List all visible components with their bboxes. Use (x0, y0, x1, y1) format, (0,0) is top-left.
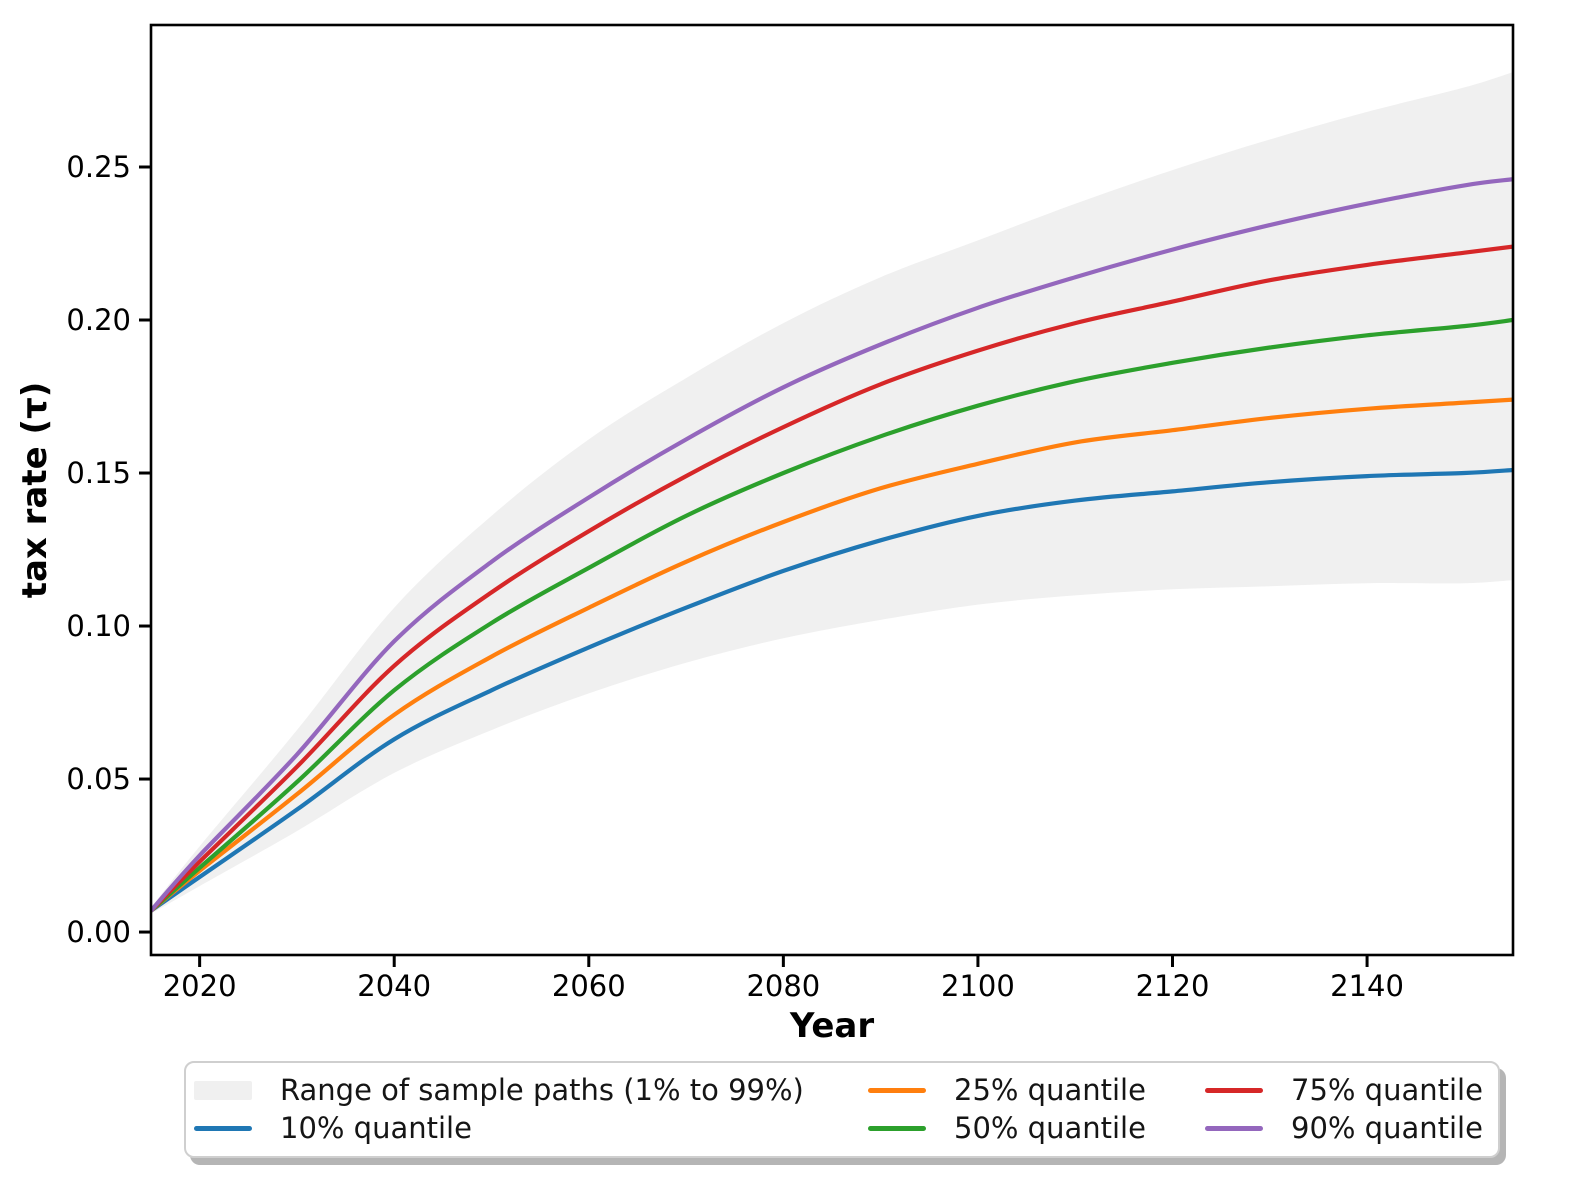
x-axis-tick-label: 2060 (552, 969, 626, 1003)
series-line-50-quantile (151, 317, 1513, 913)
legend-label: 10% quantile (280, 1111, 472, 1146)
legend-item-50-quantile: 50% quantile (868, 1110, 1205, 1149)
line-swatch-icon (1205, 1087, 1263, 1093)
y-axis-tick-label: 0.15 (66, 456, 131, 490)
y-axis-tick-label: 0.00 (66, 915, 131, 949)
plot-border (149, 23, 1515, 957)
y-axis-tick-label: 0.20 (66, 303, 131, 337)
series-line-10-quantile (151, 467, 1513, 913)
legend-label: 75% quantile (1291, 1072, 1483, 1107)
line-swatch-icon (868, 1126, 926, 1132)
legend-label: 25% quantile (954, 1072, 1146, 1107)
series-line-25-quantile (151, 397, 1513, 913)
y-axis-tick-label: 0.25 (66, 150, 131, 184)
line-swatch-icon (868, 1087, 926, 1093)
y-axis-title: tax rate (τ) (15, 382, 55, 599)
x-axis-tick-label: 2020 (163, 969, 237, 1003)
x-axis-tick-label: 2120 (1136, 969, 1210, 1003)
y-axis-tick-label: 0.05 (66, 762, 131, 796)
legend-item-range-of-sample-paths-1-to-99: Range of sample paths (1% to 99%) (194, 1071, 868, 1110)
legend-label: 50% quantile (954, 1111, 1146, 1146)
legend-item-75-quantile: 75% quantile (1205, 1071, 1490, 1110)
x-axis-title: Year (789, 1006, 875, 1046)
x-axis-tick-label: 2080 (746, 969, 820, 1003)
series-line-90-quantile (151, 177, 1513, 913)
series-line-75-quantile (151, 244, 1513, 913)
legend: Range of sample paths (1% to 99%) 10% qua… (184, 1061, 1500, 1158)
line-swatch-icon (1205, 1126, 1263, 1132)
x-axis-tick-label: 2140 (1330, 969, 1404, 1003)
x-axis-tick-label: 2040 (357, 969, 431, 1003)
legend-item-10-quantile: 10% quantile (194, 1110, 868, 1149)
legend-item-90-quantile: 90% quantile (1205, 1110, 1490, 1149)
plot-area (151, 72, 1513, 914)
line-swatch-icon (194, 1126, 252, 1132)
sample-range-band (151, 72, 1513, 914)
x-axis-tick-label: 2100 (941, 969, 1015, 1003)
y-axis-tick-label: 0.10 (66, 609, 131, 643)
legend-label: 90% quantile (1291, 1111, 1483, 1146)
legend-item-25-quantile: 25% quantile (868, 1071, 1205, 1110)
band-swatch-icon (194, 1080, 252, 1100)
legend-label: Range of sample paths (1% to 99%) (280, 1072, 804, 1107)
